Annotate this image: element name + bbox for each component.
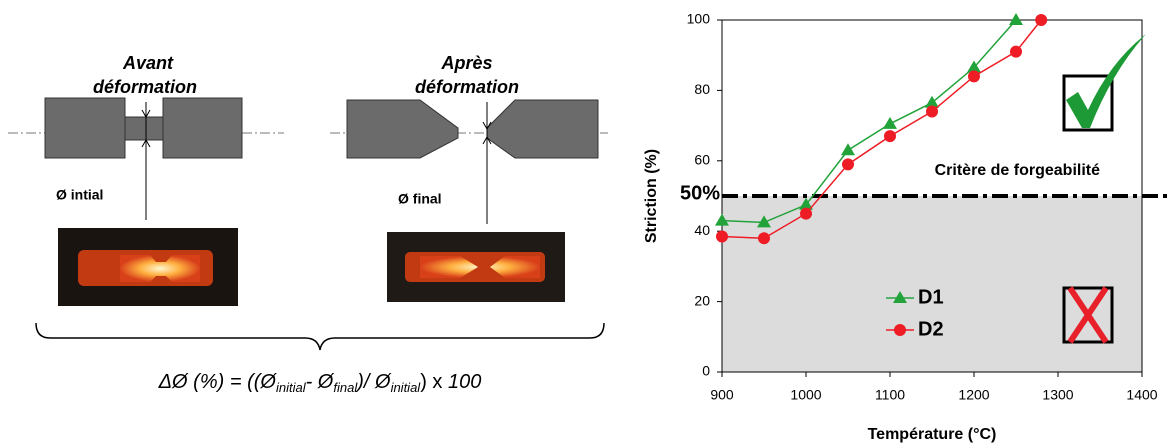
legend-marker (893, 291, 907, 303)
threshold-label: 50% (680, 182, 720, 204)
series-line (721, 19, 1017, 224)
formula-sub: initial (391, 380, 422, 395)
before-title: Avant (122, 53, 174, 73)
after-title: déformation (415, 77, 519, 97)
marker (967, 60, 981, 73)
marker (926, 105, 938, 118)
marker (1035, 14, 1048, 26)
x-tick-label: 1400 (1126, 387, 1157, 403)
marker (799, 197, 813, 210)
ok-icon-box (1062, 74, 1114, 132)
formula-sub: initial (276, 380, 307, 395)
marker (757, 215, 771, 228)
diagram: Avant déformation Après déformation Ø in… (8, 53, 608, 395)
formula-part: )/ Ø (355, 371, 392, 393)
y-tick-label: 80 (694, 81, 710, 97)
ok-icon-check (1066, 34, 1146, 128)
legend-label: D1 (918, 286, 944, 308)
below-threshold-area (722, 196, 1142, 372)
formula: ΔØ (%) = ((Øinitial- Øfinal)/ Øinitial) … (158, 371, 482, 395)
before-title: déformation (93, 77, 197, 97)
marker (968, 70, 980, 83)
formula-sub: final (333, 380, 358, 395)
y-tick-label: 40 (694, 222, 710, 238)
shaft (44, 97, 126, 159)
chart: 0 20 40 60 80 100 900 1000 1100 1200 1300 1400 50% Cr… (643, 11, 1168, 443)
x-tick-label: 1000 (790, 387, 821, 403)
y-tick-label: 100 (687, 11, 711, 27)
legend-label: D2 (918, 318, 944, 340)
y-axis-title: Striction (%) (643, 149, 660, 243)
formula-part: ΔØ (%) = ((Ø (158, 371, 278, 393)
y-tick-label: 0 (702, 363, 710, 379)
ko-icon-cross (1067, 286, 1109, 344)
arrows (141, 109, 151, 148)
marker (1009, 13, 1023, 25)
initial-label: Ø intial (56, 187, 103, 203)
photo-glow (420, 256, 540, 278)
x-axis-title: Température (°C) (868, 426, 997, 443)
y-tick-label: 60 (694, 152, 710, 168)
after-title: Après (440, 53, 492, 73)
marker (925, 95, 939, 108)
x-tick-label: 1300 (1042, 387, 1073, 403)
marker (715, 213, 729, 226)
formula-part: ) x (420, 371, 448, 393)
marker (842, 158, 854, 171)
marker (841, 143, 855, 156)
formula-part: - Ø (306, 371, 335, 393)
final-label: Ø final (398, 191, 442, 207)
formula-part: 100 (448, 371, 481, 393)
broken-shaft (486, 99, 599, 159)
marker (716, 230, 728, 243)
x-tick-label: 1100 (875, 387, 905, 403)
marker (800, 207, 812, 220)
x-tick-label: 900 (710, 387, 734, 403)
y-tick-label: 20 (694, 292, 710, 308)
marker (884, 130, 896, 143)
broken-shaft (346, 99, 459, 159)
marker (758, 232, 770, 245)
marker (1010, 45, 1022, 58)
ko-icon-box (1062, 286, 1114, 344)
neck (124, 116, 164, 141)
shaft (162, 97, 243, 159)
arrows (482, 121, 492, 145)
legend-marker (894, 324, 906, 336)
x-tick-label: 1200 (958, 387, 989, 403)
brace (35, 322, 605, 351)
annotation: Critère de forgeabilité (935, 162, 1100, 179)
marker (883, 116, 897, 129)
photo-glow (120, 255, 200, 282)
